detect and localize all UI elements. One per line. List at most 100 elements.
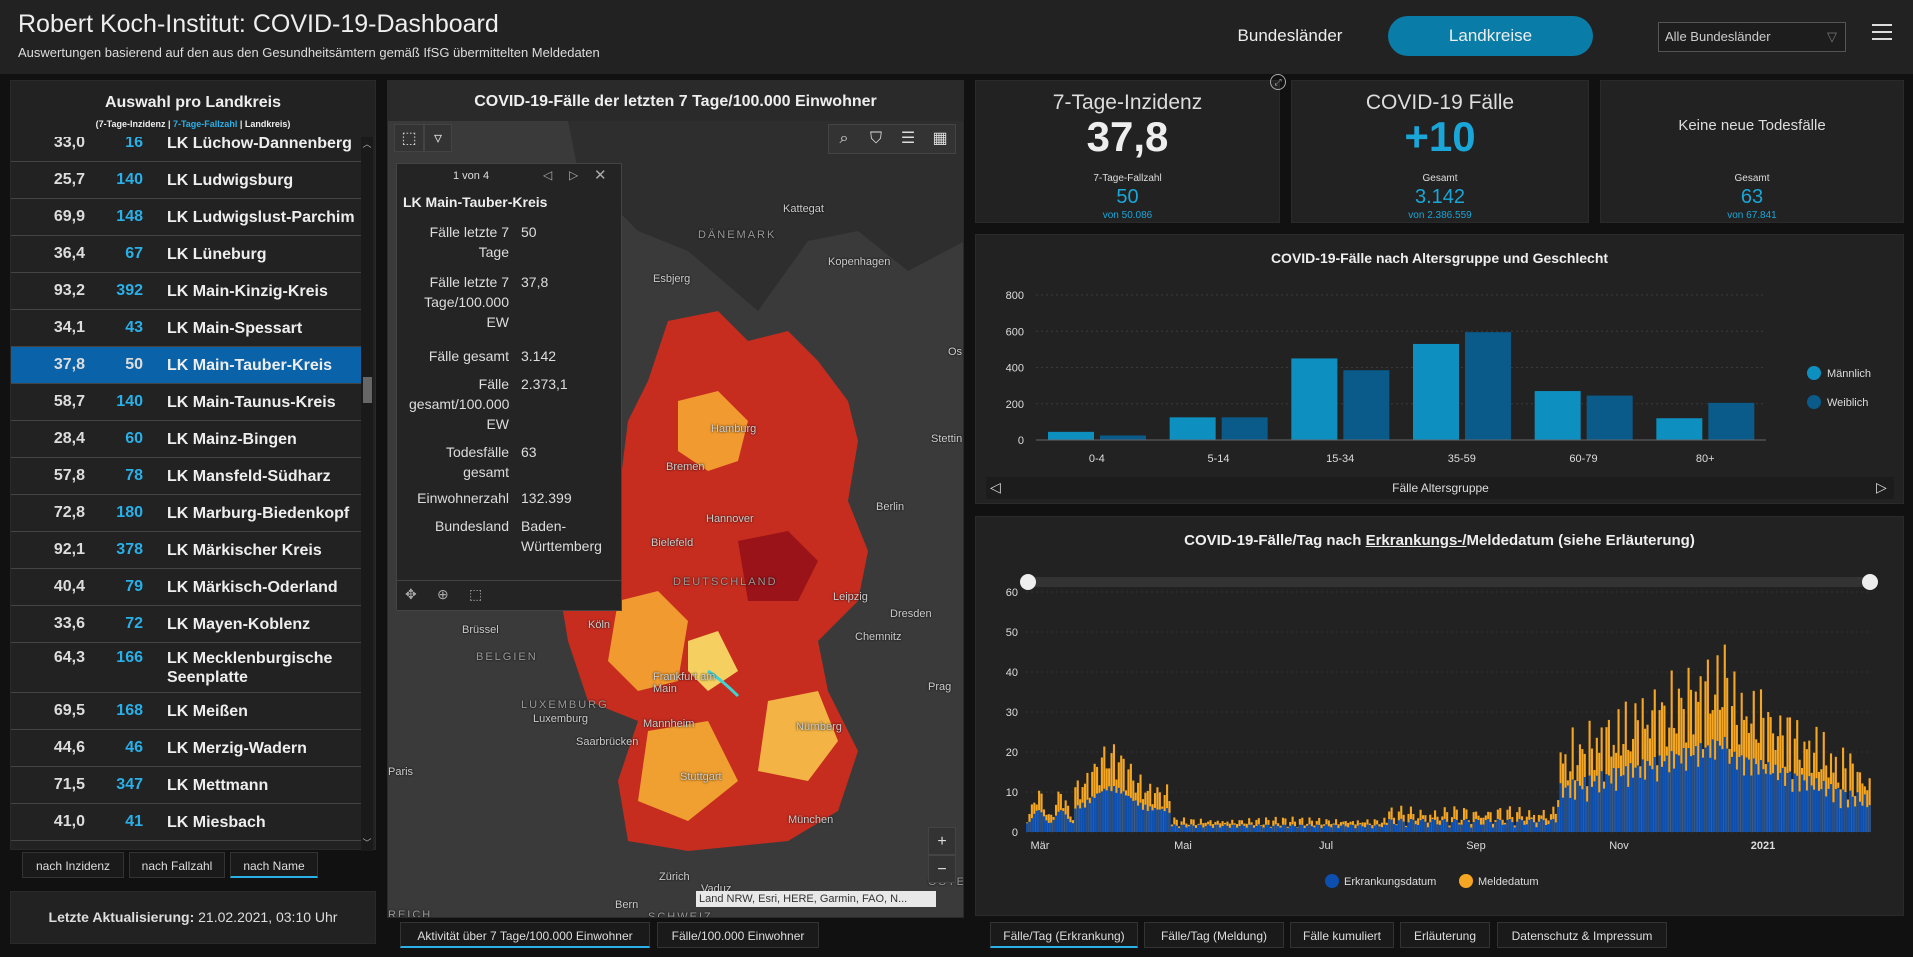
bar-männlich[interactable] [1048, 431, 1094, 440]
nav-landkreise-button[interactable]: Landkreise [1388, 16, 1593, 56]
bar-erkrankungsdatum [1354, 828, 1357, 832]
bar-männlich[interactable] [1656, 418, 1703, 440]
tab-daily-0[interactable]: Fälle/Tag (Erkrankung) [990, 922, 1138, 948]
bar-erkrankungsdatum [1663, 761, 1666, 832]
list-item[interactable]: 71,5 347 LK Mettmann [11, 767, 371, 804]
bar-erkrankungsdatum [1231, 824, 1234, 832]
list-item[interactable]: 92,1 378 LK Märkischer Kreis [11, 532, 371, 569]
chevron-left-icon[interactable]: ◁ [990, 479, 1001, 495]
list-item[interactable]: 36,4 67 LK Lüneburg [11, 236, 371, 273]
zoom-in-button[interactable]: + [928, 827, 956, 855]
select-tool-icon[interactable]: ⬚ [394, 124, 424, 152]
bar-erkrankungsdatum [1441, 820, 1444, 832]
scrollbar[interactable]: ︿ ﹀ [361, 137, 373, 851]
map-title: COVID-19-Fälle der letzten 7 Tage/100.00… [474, 93, 877, 110]
list-item[interactable]: 58,7 140 LK Main-Taunus-Kreis [11, 384, 371, 421]
bar-erkrankungsdatum [1634, 767, 1637, 832]
range-slider-handle-left[interactable] [1020, 574, 1036, 590]
bar-weiblich[interactable] [1465, 332, 1511, 440]
bar-erkrankungsdatum [1405, 827, 1408, 832]
bar-männlich[interactable] [1413, 343, 1459, 440]
bar-erkrankungsdatum [1747, 759, 1750, 832]
fullscreen-icon[interactable]: ⤢ [1270, 74, 1286, 90]
sort-name-button[interactable]: nach Name [230, 852, 318, 878]
bookmark-icon[interactable]: ⛉ [862, 125, 890, 153]
list-item[interactable]: 25,7 140 LK Ludwigsburg [11, 162, 371, 199]
legend-label: Meldedatum [1478, 876, 1539, 888]
range-slider-handle-right[interactable] [1862, 574, 1878, 590]
close-icon[interactable]: ✕ [594, 167, 607, 184]
bar-weiblich[interactable] [1221, 417, 1268, 440]
tab-daily-1[interactable]: Fälle/Tag (Meldung) [1144, 922, 1284, 948]
tab-daily-4[interactable]: Datenschutz & Impressum [1497, 922, 1667, 948]
kpi-inzidenz-sub: 7-Tage-Fallzahl [1093, 173, 1162, 184]
bar-erkrankungsdatum [1219, 827, 1222, 832]
bar-weiblich[interactable] [1708, 402, 1755, 440]
map-label: Nürnberg [796, 721, 842, 733]
bar-erkrankungsdatum [1518, 818, 1521, 832]
page-title: Robert Koch-Institut: COVID-19-Dashboard [18, 10, 499, 38]
daily-chart-title: COVID-19-Fälle/Tag nach Erkrankungs-/Mel… [976, 532, 1903, 549]
daily-chart[interactable]: 0 10 20 30 40 50 60 Mär Mai Jul Sep Nov 2021 Erkranku… [976, 517, 1905, 917]
zoom-out-button[interactable]: − [928, 855, 956, 883]
bar-weiblich[interactable] [1586, 395, 1633, 440]
bar-weiblich[interactable] [1343, 370, 1390, 440]
tab-daily-2[interactable]: Fälle kumuliert [1290, 922, 1394, 948]
menu-icon[interactable] [1872, 24, 1892, 42]
list-item[interactable]: 72,8 180 LK Marburg-Biedenkopf [11, 495, 371, 532]
bar-erkrankungsdatum [1115, 792, 1118, 832]
list-item-name: LK Marburg-Biedenkopf [167, 505, 350, 522]
list-item[interactable]: 69,5 168 LK Meißen [11, 693, 371, 730]
list-icon[interactable]: ☰ [894, 125, 922, 153]
bar-männlich[interactable] [1291, 358, 1338, 440]
list-item[interactable]: 41,0 41 LK Miesbach [11, 804, 371, 841]
list-item[interactable]: 28,4 60 LK Mainz-Bingen [11, 421, 371, 458]
chevron-right-icon[interactable]: ▷ [1876, 479, 1887, 495]
bar-erkrankungsdatum [1364, 827, 1367, 832]
search-icon[interactable]: ⌕ [830, 125, 858, 153]
bar-erkrankungsdatum [1472, 821, 1475, 832]
basemap-icon[interactable]: ▦ [926, 125, 954, 153]
next-icon[interactable]: ▷ [569, 168, 579, 182]
bar-männlich[interactable] [1169, 417, 1216, 440]
bar-erkrankungsdatum [1615, 790, 1618, 832]
pan-icon[interactable]: ✥ [405, 586, 417, 602]
nav-bundeslaender-button[interactable]: Bundesländer [1237, 26, 1343, 45]
bar-erkrankungsdatum [1050, 822, 1053, 832]
list-item[interactable]: 34,1 43 LK Main-Spessart [11, 310, 371, 347]
bar-männlich[interactable] [1534, 391, 1581, 440]
list-item[interactable]: 69,9 148 LK Ludwigslust-Parchim [11, 199, 371, 236]
list-item[interactable]: 37,8 50 LK Main-Tauber-Kreis [11, 347, 371, 384]
tab-daily-3[interactable]: Erläuterung [1400, 922, 1490, 948]
bar-weiblich[interactable] [1100, 435, 1146, 440]
bar-erkrankungsdatum [1733, 751, 1736, 832]
list-item[interactable]: 33,6 72 LK Mayen-Koblenz [11, 606, 371, 643]
zoom-to-icon[interactable]: ⊕ [437, 586, 449, 602]
list-item[interactable]: 93,2 392 LK Main-Kinzig-Kreis [11, 273, 371, 310]
list-item[interactable]: 57,8 78 LK Mansfeld-Südharz [11, 458, 371, 495]
chevron-down-icon[interactable]: ▿ [424, 124, 452, 152]
x-tick-label: Sep [1466, 840, 1486, 852]
bar-erkrankungsdatum [1494, 821, 1497, 832]
sort-inzidenz-button[interactable]: nach Inzidenz [22, 852, 124, 878]
list-item[interactable]: 64,3 166 LK Mecklenburgische Seenplatte [11, 643, 371, 693]
popup-field-label: Todesfälle gesamt [445, 444, 509, 480]
list-item[interactable]: 40,4 79 LK Märkisch-Oderland [11, 569, 371, 606]
list-item-inzidenz: 57,8 [53, 467, 85, 484]
select-icon[interactable]: ⬚ [469, 586, 483, 602]
tab-faelle-100k[interactable]: Fälle/100.000 Einwohner [657, 922, 819, 948]
list-item-fallzahl: 41 [125, 813, 143, 830]
scroll-down-icon[interactable]: ﹀ [362, 838, 372, 848]
list-item[interactable]: 44,6 46 LK Merzig-Wadern [11, 730, 371, 767]
sort-fallzahl-button[interactable]: nach Fallzahl [129, 852, 225, 878]
bar-erkrankungsdatum [1675, 754, 1678, 832]
scroll-up-icon[interactable]: ︿ [362, 139, 372, 149]
scrollbar-thumb[interactable] [363, 377, 372, 403]
tab-aktivitaet[interactable]: Aktivität über 7 Tage/100.000 Einwohner [400, 922, 650, 948]
bundesland-select[interactable]: Alle Bundesländer ▽ [1658, 22, 1846, 52]
map-label: DEUTSCHLAND [673, 576, 778, 588]
list-item[interactable]: 33,0 16 LK Lüchow-Dannenberg [11, 137, 371, 162]
map-label: Prag [928, 681, 952, 693]
range-slider-track[interactable] [1026, 577, 1871, 587]
previous-icon[interactable]: ◁ [543, 168, 553, 182]
